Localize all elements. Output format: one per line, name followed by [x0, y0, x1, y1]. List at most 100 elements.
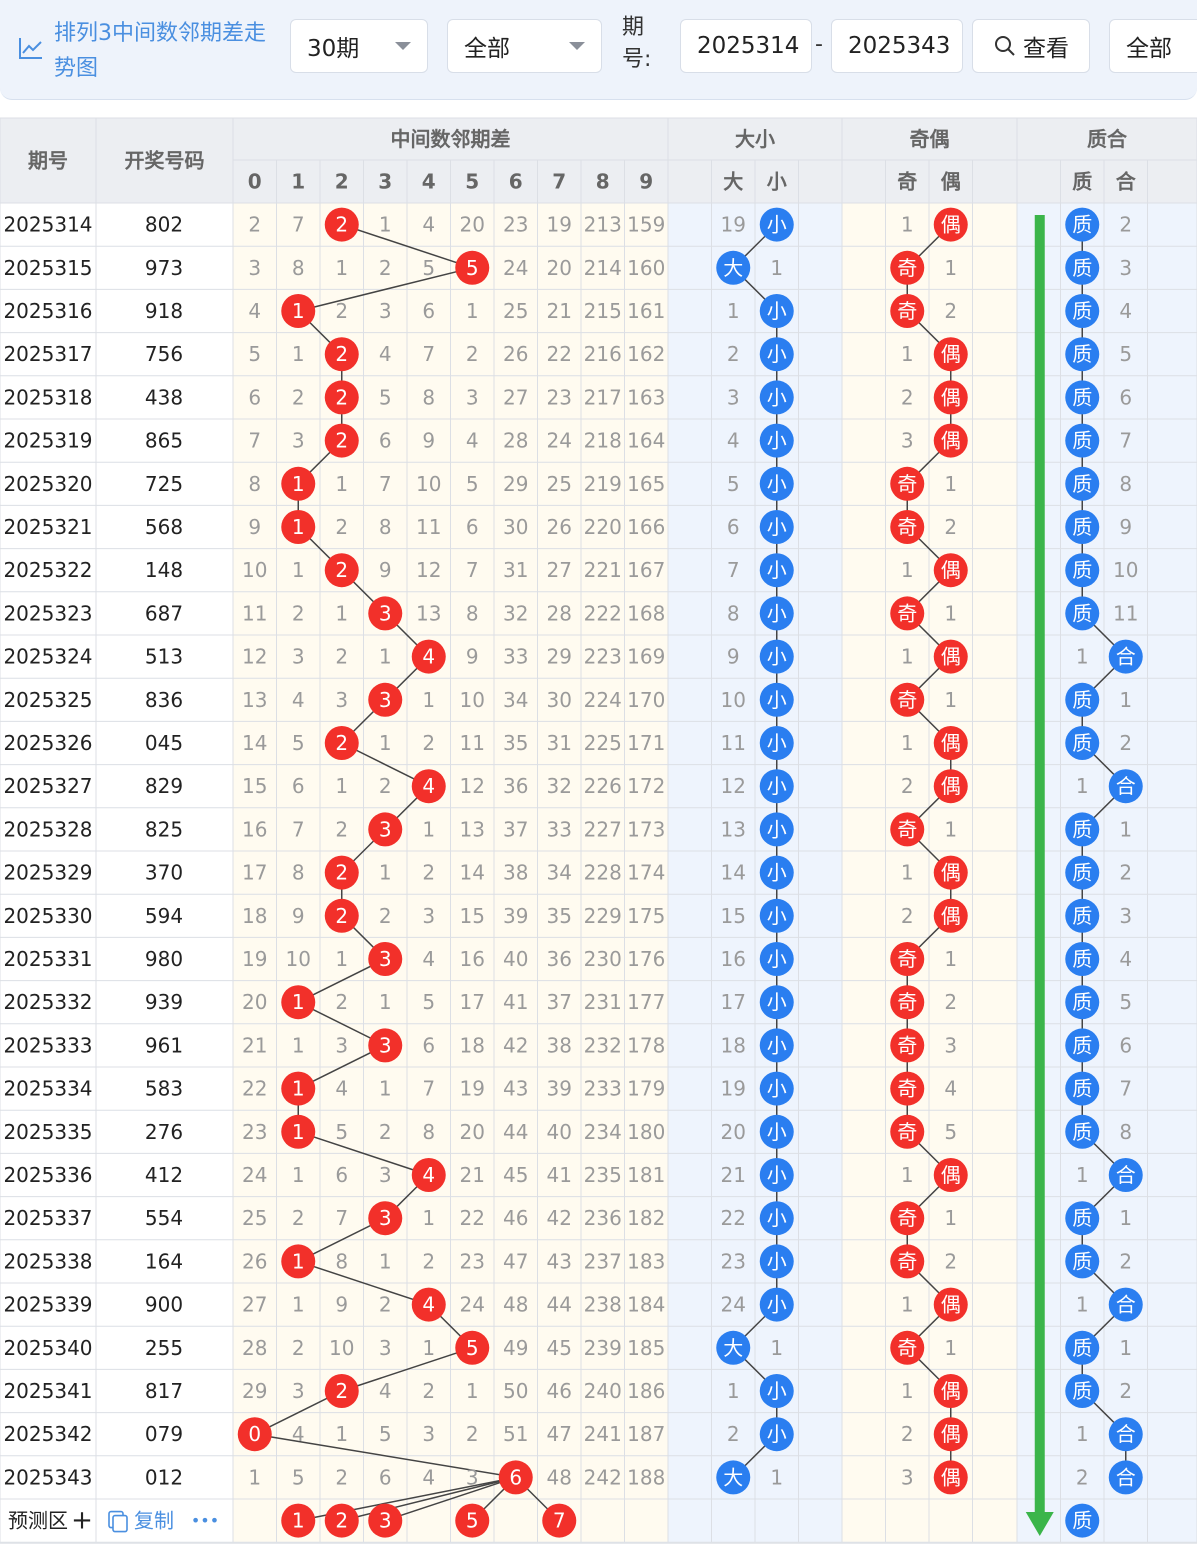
- pa-miss: 1: [944, 1206, 957, 1230]
- diff-miss: 27: [503, 385, 528, 409]
- issue-cell: 2025326: [3, 731, 92, 755]
- pa-miss: 2: [901, 1422, 914, 1446]
- diff-miss: 22: [460, 1206, 485, 1230]
- diff-miss: 2: [422, 1379, 435, 1403]
- end-issue-input[interactable]: 2025343: [831, 19, 963, 73]
- diff-miss: 40: [547, 1120, 572, 1144]
- diff-miss: 4: [335, 1077, 348, 1101]
- pa-ball: 偶: [933, 1374, 968, 1408]
- diff-miss: 1: [292, 1163, 305, 1187]
- diff-ball: 5: [455, 1330, 490, 1365]
- pa-miss: 3: [901, 1465, 914, 1489]
- diff-miss: 18: [460, 1033, 485, 1057]
- sz-ball: 小: [759, 1158, 794, 1192]
- pa-ball: 偶: [933, 898, 968, 933]
- diff-miss: 172: [627, 774, 665, 798]
- diff-miss: 1: [422, 1336, 435, 1360]
- pr-miss: 1: [1076, 1422, 1089, 1446]
- issue-cell: 2025330: [3, 904, 92, 928]
- pa-ball-text: 奇: [897, 1033, 917, 1057]
- diff-miss: 237: [584, 1249, 622, 1273]
- right-select[interactable]: 全部: [1109, 19, 1197, 73]
- pr-ball-text: 质: [1072, 1120, 1092, 1144]
- diff-miss: 187: [627, 1422, 665, 1446]
- diff-miss: 218: [584, 429, 622, 453]
- sz-ball: 小: [759, 769, 794, 804]
- diff-ball-text: 2: [335, 861, 348, 885]
- number-cell: 939: [145, 990, 183, 1014]
- pr-ball: 质: [1065, 1028, 1100, 1063]
- sz-ball-text: 小: [767, 774, 787, 798]
- header-pa-label: 偶: [941, 170, 961, 194]
- sz-miss: 1: [770, 1465, 783, 1489]
- view-button[interactable]: 查看: [972, 19, 1090, 73]
- diff-miss: 162: [627, 342, 665, 366]
- more-icon[interactable]: •••: [191, 1511, 219, 1530]
- sz-ball: 小: [759, 423, 794, 458]
- start-issue-value: 2025314: [697, 33, 800, 59]
- issue-cell: 2025316: [3, 299, 92, 323]
- diff-miss: 11: [460, 731, 485, 755]
- diff-miss: 8: [292, 256, 305, 280]
- header-prime-group: 质合: [1087, 127, 1128, 151]
- start-issue-input[interactable]: 2025314: [680, 19, 812, 73]
- diff-miss: 2: [292, 1206, 305, 1230]
- diff-ball: 1: [281, 294, 316, 328]
- number-cell: 164: [145, 1249, 183, 1273]
- add-predict-button[interactable]: +: [71, 1506, 93, 1536]
- diff-miss: 4: [379, 342, 392, 366]
- table-row: 2025334 583 22 1 4 1 7 19 43 39 233 179 19 小 奇 4 质 7: [3, 1071, 1132, 1106]
- diff-miss: 12: [242, 645, 267, 669]
- pa-miss: 1: [901, 1293, 914, 1317]
- issue-cell: 2025336: [3, 1163, 92, 1187]
- diff-ball: 1: [281, 510, 316, 544]
- pr-miss: 1: [1119, 1336, 1132, 1360]
- diff-ball: 4: [411, 639, 446, 674]
- pr-miss: 2: [1119, 1379, 1132, 1403]
- sz-ball: 小: [759, 1287, 794, 1322]
- pr-ball: 质: [1065, 1201, 1100, 1236]
- sz-ball-text: 小: [767, 688, 787, 712]
- diff-miss: 2: [466, 1422, 479, 1446]
- pr-miss: 1: [1119, 817, 1132, 841]
- diff-miss: 1: [335, 947, 348, 971]
- diff-miss: 168: [627, 601, 665, 625]
- diff-miss: 3: [292, 645, 305, 669]
- period-select[interactable]: 30期: [290, 19, 428, 73]
- pr-ball-text: 合: [1116, 1422, 1136, 1446]
- diff-miss: 2: [422, 861, 435, 885]
- pa-miss: 1: [901, 342, 914, 366]
- diff-ball-text: 3: [379, 1206, 392, 1230]
- pa-ball: 奇: [890, 1071, 925, 1106]
- sz-ball: 小: [759, 510, 794, 544]
- copy-button[interactable]: 复制: [108, 1509, 174, 1533]
- diff-miss: 178: [627, 1033, 665, 1057]
- diff-ball-text: 2: [335, 342, 348, 366]
- diff-miss: 5: [466, 472, 479, 496]
- diff-miss: 17: [460, 990, 485, 1014]
- pa-ball-text: 偶: [941, 731, 961, 755]
- number-cell: 255: [145, 1336, 183, 1360]
- issue-cell: 2025318: [3, 385, 92, 409]
- table-row: 2025327 829 15 6 1 2 4 12 36 32 226 172 12 小 2 偶 1 合: [3, 769, 1143, 804]
- chevron-down-icon: [395, 42, 411, 50]
- diff-ball: 3: [368, 1028, 403, 1063]
- number-cell: 370: [145, 861, 183, 885]
- pa-miss: 2: [944, 299, 957, 323]
- diff-miss: 23: [460, 1249, 485, 1273]
- diff-miss: 15: [242, 774, 267, 798]
- diff-miss: 5: [379, 1422, 392, 1446]
- diff-miss: 25: [547, 472, 572, 496]
- header-pa-label: 奇: [897, 170, 917, 194]
- sz-ball: 小: [759, 1374, 794, 1408]
- sz-ball: 小: [759, 1244, 794, 1279]
- table-row: 2025317 756 5 1 2 4 7 2 26 22 216 162 2 小 1 偶 质 5: [3, 337, 1132, 372]
- filter-select[interactable]: 全部: [447, 19, 602, 73]
- sz-ball: 小: [759, 1071, 794, 1106]
- diff-miss: 51: [503, 1422, 528, 1446]
- pr-ball-text: 质: [1072, 342, 1092, 366]
- issue-cell: 2025322: [3, 558, 92, 582]
- diff-miss: 25: [242, 1206, 267, 1230]
- diff-miss: 9: [335, 1293, 348, 1317]
- pa-miss: 1: [901, 645, 914, 669]
